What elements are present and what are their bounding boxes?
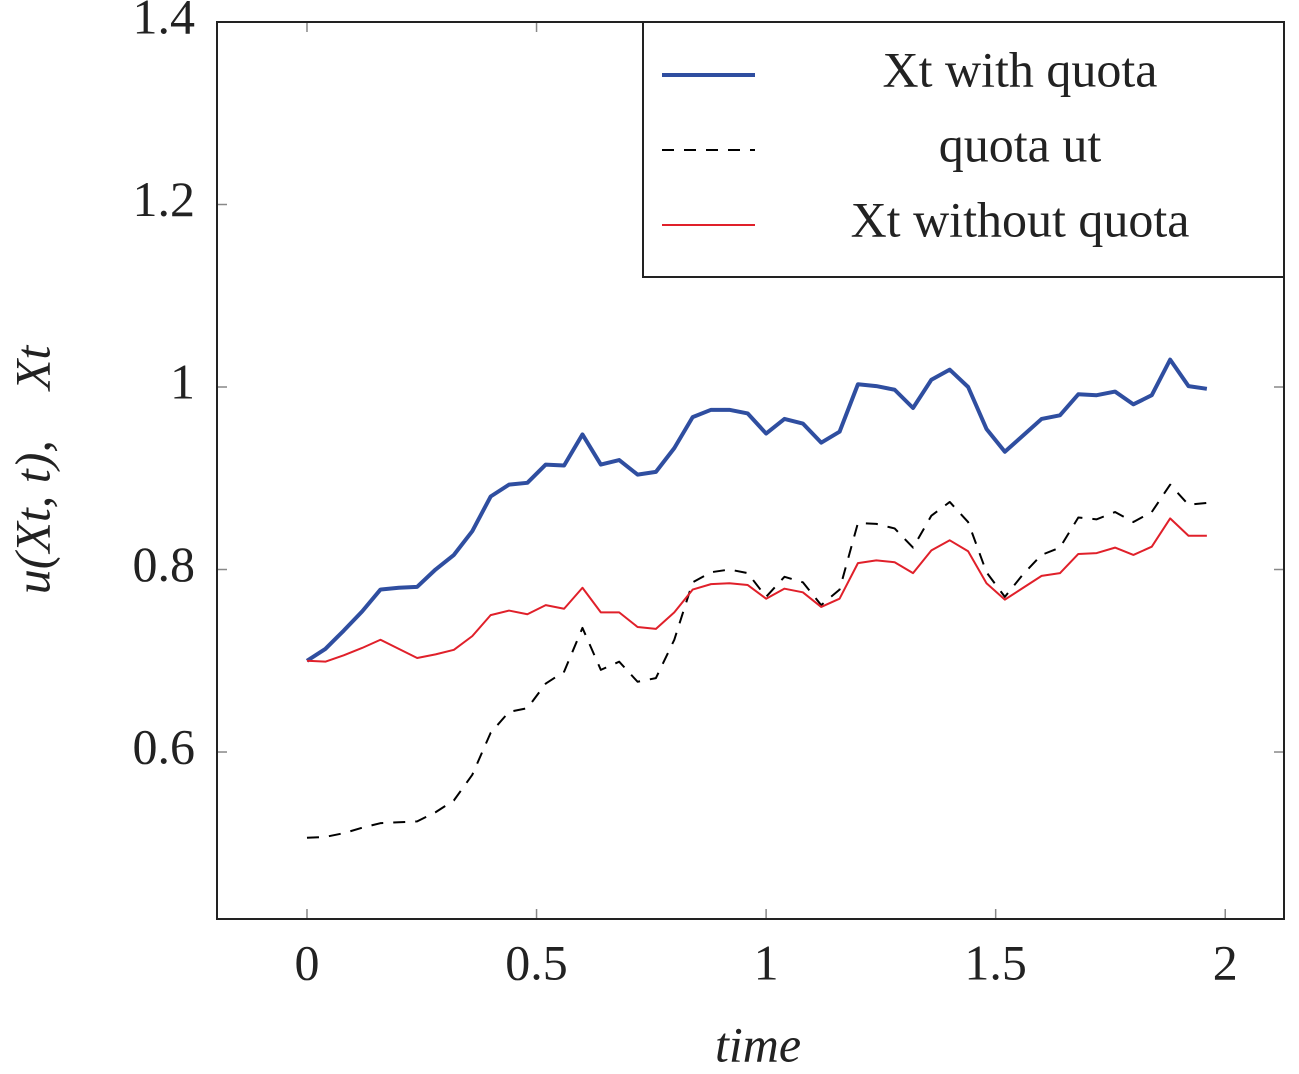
y-tick-label: 1.4	[133, 0, 196, 44]
legend-label: quota ut	[939, 116, 1102, 172]
y-tick-label: 1	[170, 353, 195, 409]
legend-box	[642, 21, 1285, 278]
x-tick-label: 1.5	[964, 934, 1027, 990]
x-tick-label: 2	[1213, 934, 1238, 990]
y-axis-label: u(Xt, t), Xt	[4, 345, 60, 595]
line-series	[305, 357, 1208, 663]
x-tick-label: 0.5	[505, 934, 568, 990]
legend-label: Xt with quota	[883, 41, 1158, 97]
x-tick-label: 1	[754, 934, 779, 990]
x-axis-label: time	[715, 1016, 801, 1072]
legend-label: Xt without quota	[851, 191, 1190, 247]
y-tick-label: 1.2	[133, 171, 196, 227]
x-tick-label: 0	[294, 934, 319, 990]
y-tick-label: 0.8	[133, 536, 196, 592]
line-series	[306, 517, 1207, 663]
line-series	[306, 483, 1207, 839]
y-tick-label: 0.6	[133, 718, 196, 774]
